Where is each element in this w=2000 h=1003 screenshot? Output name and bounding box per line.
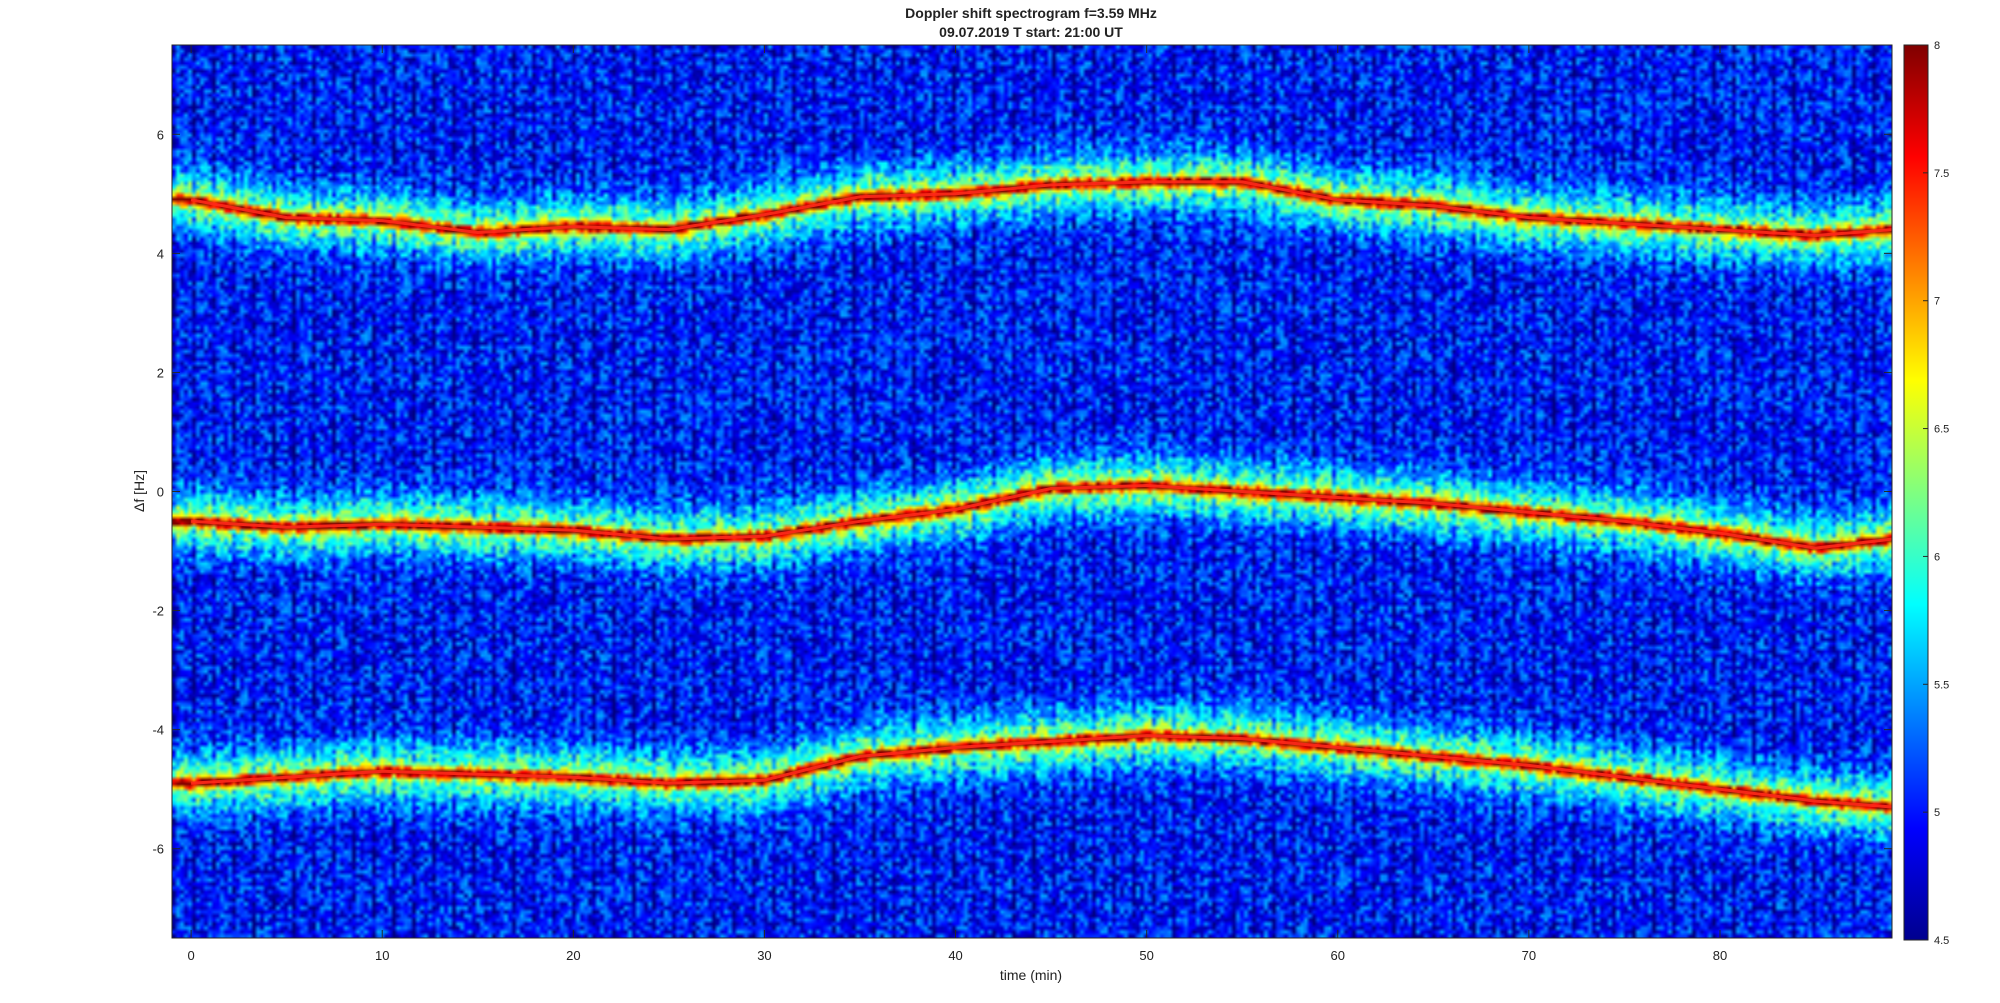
colorbar-ticks: 8 7.5 7 6.5 6 5.5 5 4.5 [1923,40,1949,947]
colorbar-tick-label: 6.5 [1934,424,1949,436]
doppler-trace-1 [190,180,1892,237]
y-tick-label: -2 [152,604,164,619]
y-axis: 6 4 2 0 -2 -4 -6 [152,127,1892,857]
trace-group [190,180,1892,809]
x-tick-label: 30 [757,948,771,963]
x-axis: 0 10 20 30 40 50 60 70 80 [187,45,1727,963]
y-axis-label: Δf [Hz] [131,470,147,512]
y-tick-label: 0 [157,485,164,500]
plot-area [171,44,1893,939]
x-tick-label: 20 [566,948,580,963]
y-tick-label: 4 [157,246,164,261]
colorbar: 8 7.5 7 6.5 6 5.5 5 4.5 [1903,40,1949,947]
x-tick-label: 10 [375,948,389,963]
chart-title: Doppler shift spectrogram f=3.59 MHz [905,5,1157,21]
colorbar-tick-label: 5.5 [1934,679,1949,691]
colorbar-tick-label: 5 [1934,807,1940,819]
colorbar-tick-label: 4.5 [1934,935,1949,947]
y-tick-label: 2 [157,365,164,380]
x-tick-label: 50 [1139,948,1153,963]
x-tick-label: 0 [187,948,194,963]
colorbar-tick-label: 7.5 [1934,168,1949,180]
doppler-trace-2 [191,484,1892,550]
colorbar-gradient [1903,44,1929,941]
y-tick-label: -4 [152,723,164,738]
x-axis-label: time (min) [1000,967,1062,983]
x-tick-label: 60 [1331,948,1345,963]
colorbar-tick-label: 6 [1934,551,1940,563]
colorbar-tick-label: 7 [1934,296,1940,308]
chart-subtitle: 09.07.2019 T start: 21:00 UT [939,24,1123,40]
colorbar-tick-label: 8 [1934,40,1940,52]
x-tick-label: 40 [948,948,962,963]
x-tick-label: 80 [1713,948,1727,963]
doppler-trace-3 [191,734,1892,809]
y-tick-label: 6 [157,127,164,142]
y-tick-label: -6 [152,842,164,857]
x-tick-label: 70 [1522,948,1536,963]
